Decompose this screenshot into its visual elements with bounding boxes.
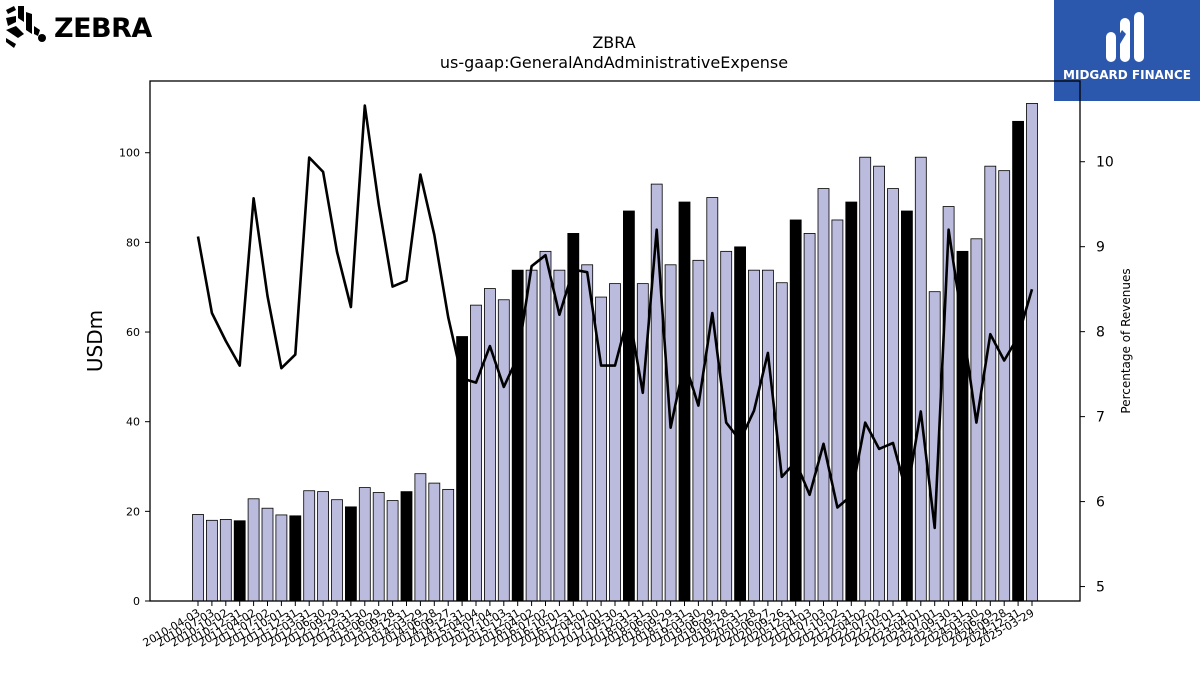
y2-tick-label: 8 — [1096, 325, 1105, 341]
zebra-logo-text: ZEBRA — [54, 13, 152, 44]
y2-axis-label: Percentage of Revenues — [1119, 268, 1133, 413]
bar — [998, 170, 1011, 602]
bar — [372, 492, 385, 602]
y-tick-label: 0 — [133, 595, 140, 608]
bar — [706, 197, 719, 602]
bar — [400, 491, 413, 602]
bar — [734, 246, 746, 602]
midgard-finance-text: MIDGARD FINANCE — [1063, 68, 1191, 82]
bar — [901, 210, 913, 602]
bar — [859, 156, 872, 602]
bar — [539, 250, 552, 602]
bar — [623, 210, 635, 602]
bar — [609, 283, 621, 602]
bar — [414, 473, 427, 602]
bar — [497, 299, 510, 602]
y-tick-label: 100 — [119, 147, 140, 160]
bar — [275, 514, 288, 602]
bar — [386, 500, 399, 602]
y-tick-label: 60 — [126, 326, 140, 339]
zebra-logo: ZEBRA — [4, 4, 154, 52]
line-series — [196, 104, 1034, 530]
bar — [358, 487, 371, 602]
midgard-emblem-icon — [1106, 12, 1144, 62]
bar — [1026, 103, 1038, 602]
y-tick-label: 20 — [126, 505, 140, 518]
bar — [192, 514, 204, 602]
y2-tick-label: 9 — [1096, 240, 1105, 256]
bar — [831, 219, 844, 602]
bar — [984, 165, 997, 602]
y2-tick-label: 5 — [1096, 580, 1105, 596]
bar — [442, 488, 455, 602]
bar — [233, 520, 246, 602]
bar — [1012, 120, 1024, 602]
bar — [817, 188, 830, 602]
bar — [789, 219, 802, 602]
bar — [567, 233, 580, 602]
bar — [511, 269, 524, 602]
y2-tick-label: 7 — [1096, 410, 1105, 426]
bar — [483, 288, 496, 602]
bar — [942, 206, 955, 602]
y-axis-label: USDm — [83, 310, 107, 372]
bar — [344, 506, 357, 602]
bar — [553, 269, 566, 602]
chart-subtitle: us-gaap:GeneralAndAdministrativeExpense — [439, 53, 789, 72]
bar — [470, 304, 482, 602]
y-tick-label: 40 — [126, 416, 140, 429]
y2-tick-label: 10 — [1096, 155, 1114, 171]
bar — [289, 515, 302, 602]
bar — [762, 269, 774, 602]
bar — [317, 491, 330, 602]
bar — [845, 201, 858, 602]
bar — [261, 507, 274, 602]
midgard-finance-logo: MIDGARD FINANCE — [1054, 0, 1200, 101]
bar — [636, 283, 649, 602]
bar — [664, 264, 677, 602]
bar — [247, 498, 260, 602]
bar — [914, 156, 927, 602]
bar — [678, 201, 691, 602]
bar — [331, 499, 343, 602]
y-tick-label: 80 — [126, 236, 140, 249]
bar — [428, 482, 441, 602]
bar — [205, 519, 218, 602]
bar — [581, 264, 594, 602]
bar — [748, 269, 760, 602]
chart-title: ZBRA — [592, 33, 636, 52]
bar — [887, 188, 899, 602]
bar — [692, 259, 705, 602]
bar — [303, 490, 316, 602]
bar — [219, 519, 232, 602]
zebra-head-icon — [6, 6, 46, 48]
y2-tick-label: 6 — [1096, 495, 1105, 511]
bar — [525, 269, 538, 602]
bar — [803, 233, 816, 602]
bar — [873, 165, 885, 602]
